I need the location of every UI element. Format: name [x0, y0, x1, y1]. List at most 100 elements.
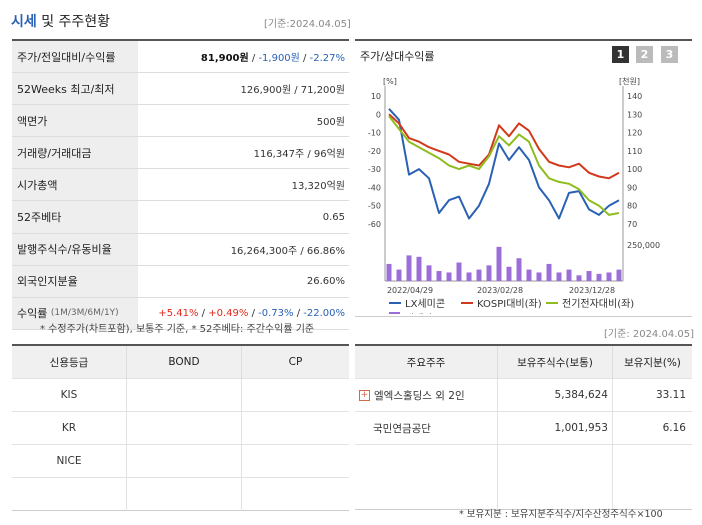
row-value: 81,900원 / -1,900원 / -2.27%	[138, 49, 349, 64]
volume-bar	[576, 275, 582, 281]
holder-name-cell: 국민연금공단	[355, 411, 498, 445]
separator: /	[198, 307, 209, 319]
table-row	[12, 477, 349, 511]
row-label: 액면가	[12, 105, 138, 137]
col-header: BOND	[126, 345, 242, 379]
volume-bar	[486, 265, 492, 281]
row-price: 주가/전일대비/수익률 81,900원 / -1,900원 / -2.27%	[12, 41, 349, 74]
row-market-cap: 시가총액 13,320억원	[12, 169, 349, 202]
row-foreign: 외국인지분율 26.60%	[12, 265, 349, 298]
volume-bar	[496, 246, 502, 281]
row-returns: 수익률 (1M/3M/6M/1Y) +5.41% / +0.49% / -0.7…	[12, 297, 349, 330]
y-right-tick: 80	[627, 202, 637, 211]
table-row: + 엘엑스홀딩스 외 2인 5,384,624 33.11	[355, 378, 692, 412]
table-row: NICE	[12, 444, 349, 478]
volume-bar	[406, 255, 412, 281]
pct-cell	[612, 444, 692, 510]
shares-cell	[497, 444, 613, 510]
row-label: 52주베타	[12, 201, 138, 233]
y-left-tick: -10	[368, 129, 381, 138]
section-title-sub: 및 주주현황	[36, 14, 111, 30]
expand-icon[interactable]: +	[359, 390, 370, 401]
y-right-tick: 90	[627, 183, 637, 192]
x-tick-label: 2023/02/28	[477, 286, 523, 295]
y-left-tick: -20	[368, 147, 381, 156]
volume-bar	[616, 269, 622, 281]
y-left-tick: 0	[376, 110, 381, 119]
chart-tab-2[interactable]: 2	[636, 46, 653, 63]
row-label: 발행주식수/유동비율	[12, 233, 138, 265]
volume-bar	[566, 269, 572, 281]
row-value: 16,264,300주 / 66.86%	[230, 245, 345, 257]
holding-footnote: * 보유지분 : 보유지분주식수/지수산정주식수×100	[459, 509, 663, 520]
cp-cell	[241, 477, 349, 511]
y-right-tick: 140	[627, 92, 642, 101]
major-holders-table: 주요주주 보유주식수(보통) 보유지분(%) + 엘엑스홀딩스 외 2인 5,38…	[355, 344, 692, 510]
row-shares: 발행주식수/유동비율 16,264,300주 / 66.86%	[12, 233, 349, 266]
separator: /	[299, 53, 310, 65]
price-note: * 수정주가(차트포함), 보통주 기준, * 52주베타: 주간수익률 기준	[40, 324, 315, 335]
row-value: 26.60%	[306, 275, 345, 287]
separator: /	[248, 53, 259, 65]
volume-bar	[546, 263, 552, 281]
return-6m: -0.73%	[258, 307, 294, 319]
series-line	[388, 115, 620, 216]
legend-label: 거래량	[405, 313, 433, 314]
shares-cell: 5,384,624	[497, 378, 613, 412]
shares-cell: 1,001,953	[497, 411, 613, 445]
y-right-tick: 100	[627, 165, 642, 174]
volume-bar	[456, 262, 462, 281]
change-rate: -2.27%	[309, 53, 345, 65]
col-header: CP	[241, 345, 349, 379]
agency-cell: NICE	[12, 444, 127, 478]
legend-label: 전기전자대비(좌)	[562, 298, 634, 310]
table-row: KR	[12, 411, 349, 445]
agency-cell	[12, 477, 127, 511]
volume-bar	[586, 271, 592, 281]
volume-bar	[526, 269, 532, 281]
separator: /	[248, 307, 259, 319]
volume-bar	[556, 272, 562, 281]
pct-cell: 6.16	[612, 411, 692, 445]
legend-label: KOSPI대비(좌)	[477, 298, 542, 310]
x-tick-label: 2023/12/28	[569, 286, 615, 295]
row-label: 수익률 (1M/3M/6M/1Y)	[12, 297, 138, 329]
section-title: 시세 및 주주현황	[11, 11, 110, 31]
y-left-unit: [%]	[383, 77, 397, 86]
legend-swatch	[389, 312, 400, 314]
row-52weeks: 52Weeks 최고/최저 126,900원 / 71,200원	[12, 73, 349, 106]
chart-tab-1[interactable]: 1	[612, 46, 629, 63]
row-value: 116,347주 / 96억원	[253, 149, 345, 161]
volume-bar	[606, 272, 612, 281]
table-row	[355, 444, 692, 510]
chart-tab-3[interactable]: 3	[661, 46, 678, 63]
volume-bar	[396, 269, 402, 281]
holder-name-cell	[355, 444, 498, 510]
volume-bar	[536, 272, 542, 281]
col-header: 신용등급	[12, 345, 127, 379]
y-right-tick: 70	[627, 220, 637, 229]
x-tick-label: 2022/04/29	[387, 286, 433, 295]
cp-cell	[241, 378, 349, 412]
volume-bar	[446, 272, 452, 281]
legend-label: LX세미콘	[405, 298, 445, 310]
row-face-value: 액면가 500원	[12, 105, 349, 138]
chart-title: 주가/상대수익률	[360, 50, 435, 63]
volume-bar	[426, 265, 432, 281]
volume-bar	[476, 269, 482, 281]
table-row: KIS	[12, 378, 349, 412]
y-right-tick: 130	[627, 110, 642, 119]
table-header-row: 주요주주 보유주식수(보통) 보유지분(%)	[355, 345, 692, 379]
row-volume: 거래량/거래대금 116,347주 / 96억원	[12, 137, 349, 170]
row-beta: 52주베타 0.65	[12, 201, 349, 234]
section-title-main: 시세	[11, 14, 37, 30]
volume-tick: 250,000	[627, 241, 660, 250]
row-value: +5.41% / +0.49% / -0.73% / -22.00%	[138, 308, 349, 319]
volume-bar	[516, 258, 522, 281]
volume-bar	[436, 271, 442, 281]
y-right-tick: 120	[627, 129, 642, 138]
returns-label: 수익률	[17, 307, 48, 321]
row-label: 거래량/거래대금	[12, 137, 138, 169]
base-date: [기준:2024.04.05]	[264, 19, 351, 30]
returns-period: (1M/3M/6M/1Y)	[50, 308, 119, 319]
